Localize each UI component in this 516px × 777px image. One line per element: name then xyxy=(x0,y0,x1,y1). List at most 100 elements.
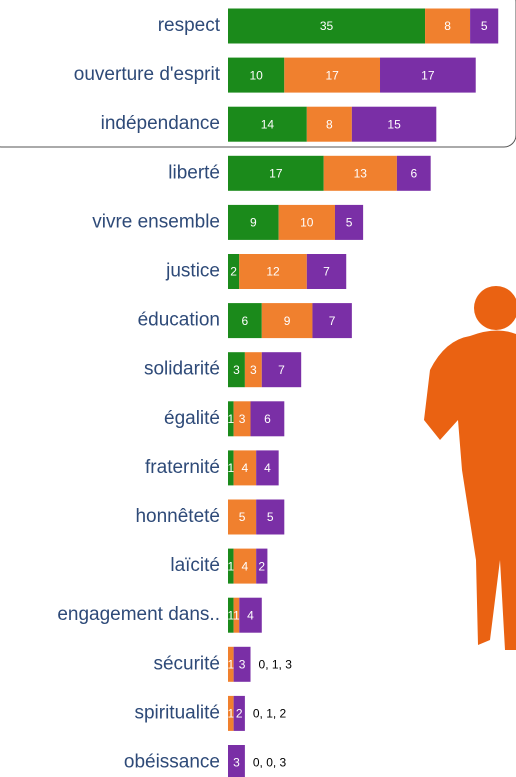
segment-label: 12 xyxy=(266,265,280,279)
segment-label: 10 xyxy=(300,216,314,230)
bar-segment xyxy=(250,401,285,437)
segment-label: 1 xyxy=(227,412,234,426)
row-note: 0, 0, 3 xyxy=(253,756,287,770)
segment-label: 1 xyxy=(227,559,234,573)
bar-segment xyxy=(228,303,262,339)
category-label: liberté xyxy=(168,162,220,183)
segment-label: 15 xyxy=(387,117,401,131)
segment-label: 9 xyxy=(284,314,291,328)
bar-segment xyxy=(323,155,397,191)
bar-segment xyxy=(228,499,257,535)
bar-segment xyxy=(284,57,381,93)
segment-label: 2 xyxy=(230,265,237,279)
bar-segment xyxy=(256,548,268,584)
row-note: 0, 1, 3 xyxy=(259,657,293,671)
category-label: sécurité xyxy=(153,653,220,674)
bar-segment xyxy=(233,548,257,584)
bar-segment xyxy=(306,106,352,142)
segment-label: 17 xyxy=(325,68,339,82)
bar-segment xyxy=(228,597,234,633)
bar-segment xyxy=(228,8,426,44)
bar-segment xyxy=(228,155,324,191)
segment-label: 4 xyxy=(242,559,249,573)
bar-segment xyxy=(425,8,471,44)
bar-segment xyxy=(334,204,364,240)
segment-label: 14 xyxy=(261,117,275,131)
segment-label: 6 xyxy=(410,166,417,180)
bar-segment xyxy=(244,352,262,388)
category-label: égalité xyxy=(164,408,220,429)
bar-segment xyxy=(233,597,240,633)
segment-label: 1 xyxy=(227,608,234,622)
segment-label: 4 xyxy=(264,461,271,475)
segment-label: 35 xyxy=(320,19,334,33)
segment-label: 4 xyxy=(247,608,254,622)
segment-label: 9 xyxy=(250,216,257,230)
segment-label: 3 xyxy=(250,363,257,377)
segment-label: 3 xyxy=(239,412,246,426)
segment-label: 17 xyxy=(421,68,435,82)
segment-label: 1 xyxy=(227,707,234,721)
category-label: laïcité xyxy=(170,555,220,576)
category-label: ouverture d'esprit xyxy=(74,64,221,85)
category-label: éducation xyxy=(138,310,220,331)
segment-label: 13 xyxy=(354,166,368,180)
bar-segment xyxy=(396,155,431,191)
bar-segment xyxy=(233,450,257,486)
bar-segment xyxy=(256,499,285,535)
segment-label: 4 xyxy=(242,461,249,475)
bar-segment xyxy=(228,352,245,388)
bar-segment xyxy=(261,352,302,388)
bar-segment xyxy=(380,57,476,93)
segment-label: 8 xyxy=(326,117,333,131)
segment-label: 2 xyxy=(236,707,243,721)
segment-label: 5 xyxy=(481,19,488,33)
bar-segment xyxy=(351,106,437,142)
category-label: honnêteté xyxy=(135,506,220,527)
segment-label: 17 xyxy=(269,166,283,180)
bar-segment xyxy=(256,450,279,486)
bar-segment xyxy=(228,106,307,142)
category-label: indépendance xyxy=(101,113,220,134)
bar-segment xyxy=(228,254,240,289)
bar-segment xyxy=(278,204,335,240)
bar-segment xyxy=(228,695,234,731)
segment-label: 7 xyxy=(278,363,285,377)
bar-segment xyxy=(228,57,285,93)
segment-label: 5 xyxy=(346,216,353,230)
bar-segment xyxy=(228,204,279,240)
category-label: justice xyxy=(165,261,220,282)
bar-segment xyxy=(261,303,313,339)
bar-segment xyxy=(233,646,251,682)
segment-label: 1 xyxy=(227,461,234,475)
segment-label: 6 xyxy=(242,314,249,328)
segment-label: 3 xyxy=(239,657,246,671)
category-label: spiritualité xyxy=(134,702,220,723)
segment-label: 8 xyxy=(444,19,451,33)
segment-label: 7 xyxy=(329,314,336,328)
bar-segment xyxy=(470,8,499,44)
segment-label: 10 xyxy=(249,68,263,82)
silhouette xyxy=(424,286,516,650)
bar-segment xyxy=(233,401,251,437)
category-label: engagement dans.. xyxy=(57,604,220,625)
bar-segment xyxy=(233,695,245,731)
category-label: respect xyxy=(158,15,221,36)
segment-label: 7 xyxy=(323,265,330,279)
segment-label: 6 xyxy=(264,412,271,426)
bar-segment xyxy=(239,597,262,633)
bar-segment xyxy=(228,450,234,486)
bar-segment xyxy=(312,303,352,339)
category-label: obéissance xyxy=(124,752,220,773)
category-label: vivre ensemble xyxy=(92,211,220,232)
segment-label: 5 xyxy=(267,510,274,524)
highlight-box xyxy=(0,0,516,148)
bar-segment xyxy=(228,548,234,584)
row-note: 0, 1, 2 xyxy=(253,707,287,721)
segment-label: 3 xyxy=(233,363,240,377)
category-label: fraternité xyxy=(145,457,220,478)
bar-segment xyxy=(306,254,347,289)
bar-segment xyxy=(228,401,234,437)
